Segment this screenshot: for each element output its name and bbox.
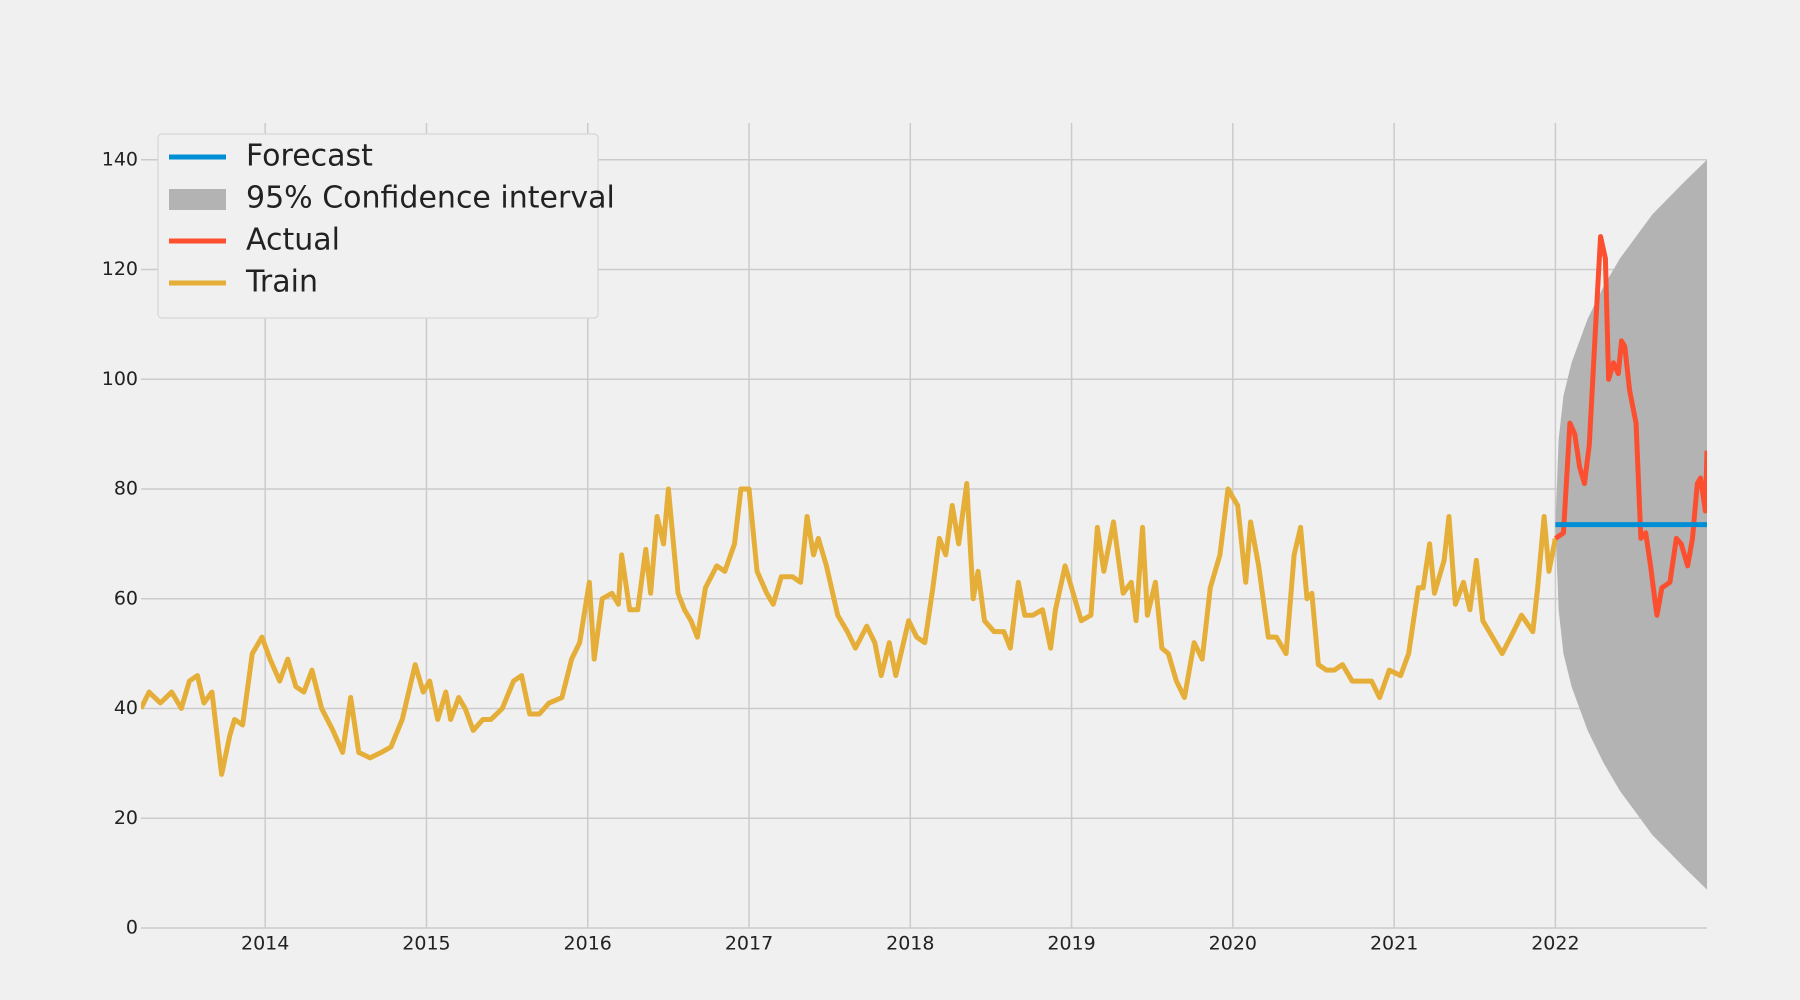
legend-label: Forecast [246, 139, 373, 174]
x-tick-label: 2018 [886, 933, 934, 955]
x-tick-label: 2022 [1531, 933, 1579, 955]
legend-label: Train [245, 265, 318, 300]
x-tick-label: 2021 [1370, 933, 1418, 955]
y-tick-label: 120 [102, 258, 138, 280]
x-tick-label: 2016 [564, 933, 612, 955]
legend: Forecast 95% Confidence interval Actual Tra… [157, 133, 615, 319]
y-tick-label: 0 [126, 917, 138, 939]
y-tick-label: 20 [114, 807, 138, 829]
series-line [141, 481, 1558, 777]
y-tick-label: 100 [102, 368, 138, 390]
y-tick-label: 40 [114, 697, 138, 719]
legend-swatch [169, 189, 226, 210]
y-tick-label: 80 [114, 478, 138, 500]
plot-area [141, 159, 1707, 890]
x-tick-label: 2020 [1209, 933, 1257, 955]
legend-frame [157, 133, 599, 319]
x-tick-label: 2019 [1047, 933, 1095, 955]
legend-label: 95% Confidence interval [246, 181, 615, 216]
legend-label: Actual [246, 223, 340, 258]
y-tick-label: 60 [114, 587, 138, 609]
x-tick-label: 2015 [402, 933, 450, 955]
y-tick-label: 140 [102, 148, 138, 170]
x-tick-label: 2017 [725, 933, 773, 955]
series-line [1553, 234, 1707, 618]
x-tick-label: 2014 [241, 933, 289, 955]
